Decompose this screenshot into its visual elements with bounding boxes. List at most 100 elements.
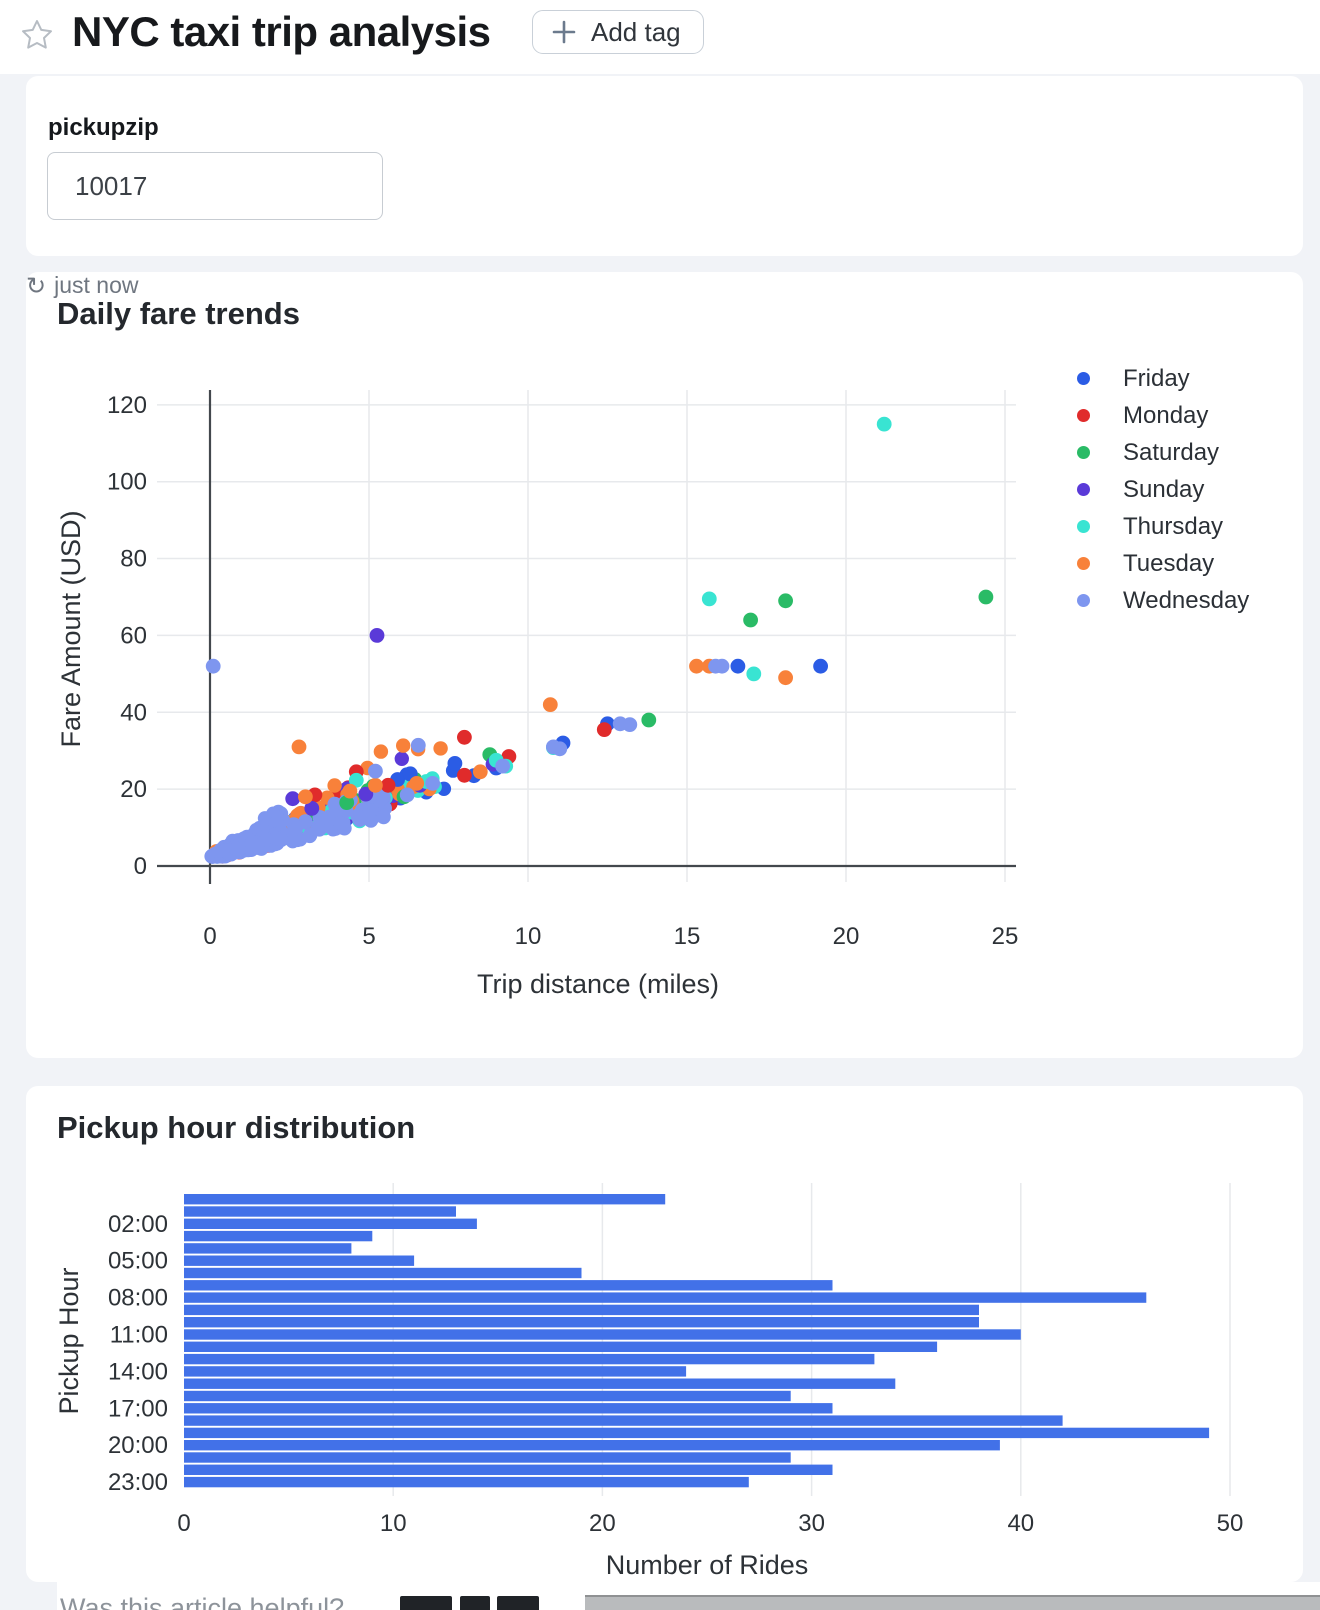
svg-text:80: 80 [120, 546, 147, 573]
legend-item-tuesday[interactable]: Tuesday [1077, 545, 1249, 582]
svg-text:20: 20 [589, 1510, 616, 1537]
bar-22:00 [184, 1464, 833, 1475]
bar-23:00 [184, 1476, 749, 1488]
svg-text:0: 0 [177, 1510, 190, 1537]
pickup-hour-bar-chart[interactable]: 02:00 05:00 08:00 11:00 14:00 17:00 20:00 23:00… [26, 1086, 1303, 1582]
svg-text:5: 5 [362, 923, 375, 950]
bar-05:00 [184, 1255, 415, 1266]
bar-21:00 [184, 1452, 791, 1463]
bar-18:00 [184, 1415, 1063, 1426]
legend-dot-icon [1077, 557, 1090, 570]
legend-item-saturday[interactable]: Saturday [1077, 434, 1249, 471]
svg-text:10: 10 [515, 923, 542, 950]
bar-03:00 [184, 1230, 373, 1242]
bar-01:00 [184, 1206, 456, 1217]
bar-11:00 [184, 1329, 1021, 1340]
svg-text:02:00: 02:00 [108, 1211, 168, 1238]
legend-dot-icon [1077, 594, 1090, 607]
pickupzip-input[interactable] [47, 152, 383, 220]
refresh-time-label: just now [54, 272, 139, 298]
legend-item-wednesday[interactable]: Wednesday [1077, 582, 1249, 619]
bar-07:00 [184, 1280, 833, 1291]
fare-card-title: Daily fare trends [57, 296, 300, 331]
pickupzip-label: pickupzip [48, 114, 159, 141]
scatter-gridlines [157, 390, 1016, 884]
bar-09:00 [184, 1304, 979, 1316]
legend-dot-icon [1077, 372, 1090, 385]
feedback-media [585, 1595, 1320, 1610]
page-title: NYC taxi trip analysis [72, 8, 491, 55]
svg-text:08:00: 08:00 [108, 1285, 168, 1312]
bar-20:00 [184, 1440, 1000, 1451]
legend-dot-icon [1077, 446, 1090, 459]
bar-10:00 [184, 1317, 979, 1328]
parameter-card: pickupzip [26, 76, 1303, 256]
favorite-star-button[interactable] [18, 17, 56, 55]
legend-item-sunday[interactable]: Sunday [1077, 471, 1249, 508]
scatter-points [204, 416, 994, 864]
legend-item-monday[interactable]: Monday [1077, 397, 1249, 434]
bar-02:00 [184, 1218, 477, 1229]
legend-label: Thursday [1123, 512, 1224, 540]
legend-label: Tuesday [1123, 549, 1215, 577]
bar-06:00 [184, 1267, 582, 1279]
pickup-hour-card: Pickup hour distribution 02:00 05:00 08:00… [26, 1086, 1303, 1582]
scatter-xlabel: Trip distance (miles) [477, 969, 719, 999]
svg-text:23:00: 23:00 [108, 1469, 168, 1496]
thumbs-up-icon[interactable] [400, 1596, 452, 1610]
bar-08:00 [184, 1292, 1147, 1303]
legend-label: Monday [1123, 401, 1209, 429]
star-icon [22, 19, 52, 49]
add-tag-label: Add tag [591, 16, 681, 47]
bar-14:00 [184, 1366, 687, 1377]
svg-text:11:00: 11:00 [110, 1322, 168, 1349]
svg-text:10: 10 [380, 1510, 407, 1537]
hour-card-title: Pickup hour distribution [57, 1110, 416, 1145]
legend-label: Sunday [1123, 475, 1205, 503]
bar-19:00 [184, 1427, 1210, 1439]
svg-text:15: 15 [674, 923, 701, 950]
svg-text:40: 40 [120, 699, 147, 726]
legend-item-thursday[interactable]: Thursday [1077, 508, 1249, 545]
legend-label: Wednesday [1123, 586, 1250, 614]
svg-text:0: 0 [134, 853, 147, 880]
scatter-axis-labels: 0 5 10 15 20 25 0 20 40 60 80 100 120 [107, 392, 1018, 950]
thumbs-down-icon[interactable] [460, 1596, 490, 1610]
legend-dot-icon [1077, 483, 1090, 496]
refresh-status: ↻ just now [26, 272, 1303, 299]
legend-label: Saturday [1123, 438, 1220, 466]
svg-text:60: 60 [120, 622, 147, 649]
page-header: NYC taxi trip analysis Add tag [0, 0, 1320, 74]
bar-15:00 [184, 1378, 896, 1389]
bar-16:00 [184, 1390, 791, 1402]
bar-13:00 [184, 1353, 875, 1365]
plus-icon [552, 20, 576, 44]
legend-item-friday[interactable]: Friday [1077, 360, 1249, 397]
svg-text:120: 120 [107, 392, 147, 419]
svg-text:0: 0 [203, 923, 216, 950]
svg-text:05:00: 05:00 [108, 1248, 168, 1275]
legend-label: Friday [1123, 364, 1190, 392]
bar-12:00 [184, 1341, 938, 1352]
legend-dot-icon [1077, 520, 1090, 533]
refresh-icon[interactable]: ↻ [26, 271, 47, 300]
svg-text:14:00: 14:00 [108, 1358, 168, 1385]
svg-text:17:00: 17:00 [108, 1395, 168, 1422]
bar-00:00 [184, 1194, 666, 1205]
svg-text:40: 40 [1007, 1510, 1034, 1537]
scatter-ylabel: Fare Amount (USD) [56, 510, 86, 747]
fare-scatter-chart[interactable]: 0 5 10 15 20 25 0 20 40 60 80 100 120 Trip distance (… [26, 272, 1303, 1058]
svg-text:20: 20 [120, 776, 147, 803]
legend-dot-icon [1077, 409, 1090, 422]
feedback-more-icon[interactable] [497, 1596, 539, 1610]
svg-text:25: 25 [992, 923, 1019, 950]
bar-xlabel: Number of Rides [606, 1550, 809, 1580]
add-tag-button[interactable]: Add tag [532, 10, 704, 54]
svg-text:20: 20 [833, 923, 860, 950]
svg-text:30: 30 [798, 1510, 825, 1537]
svg-text:20:00: 20:00 [108, 1432, 168, 1459]
feedback-question: Was this article helpful? [60, 1593, 345, 1610]
feedback-strip: Was this article helpful? [57, 1582, 1320, 1610]
svg-text:100: 100 [107, 469, 147, 496]
bar-17:00 [184, 1403, 833, 1414]
